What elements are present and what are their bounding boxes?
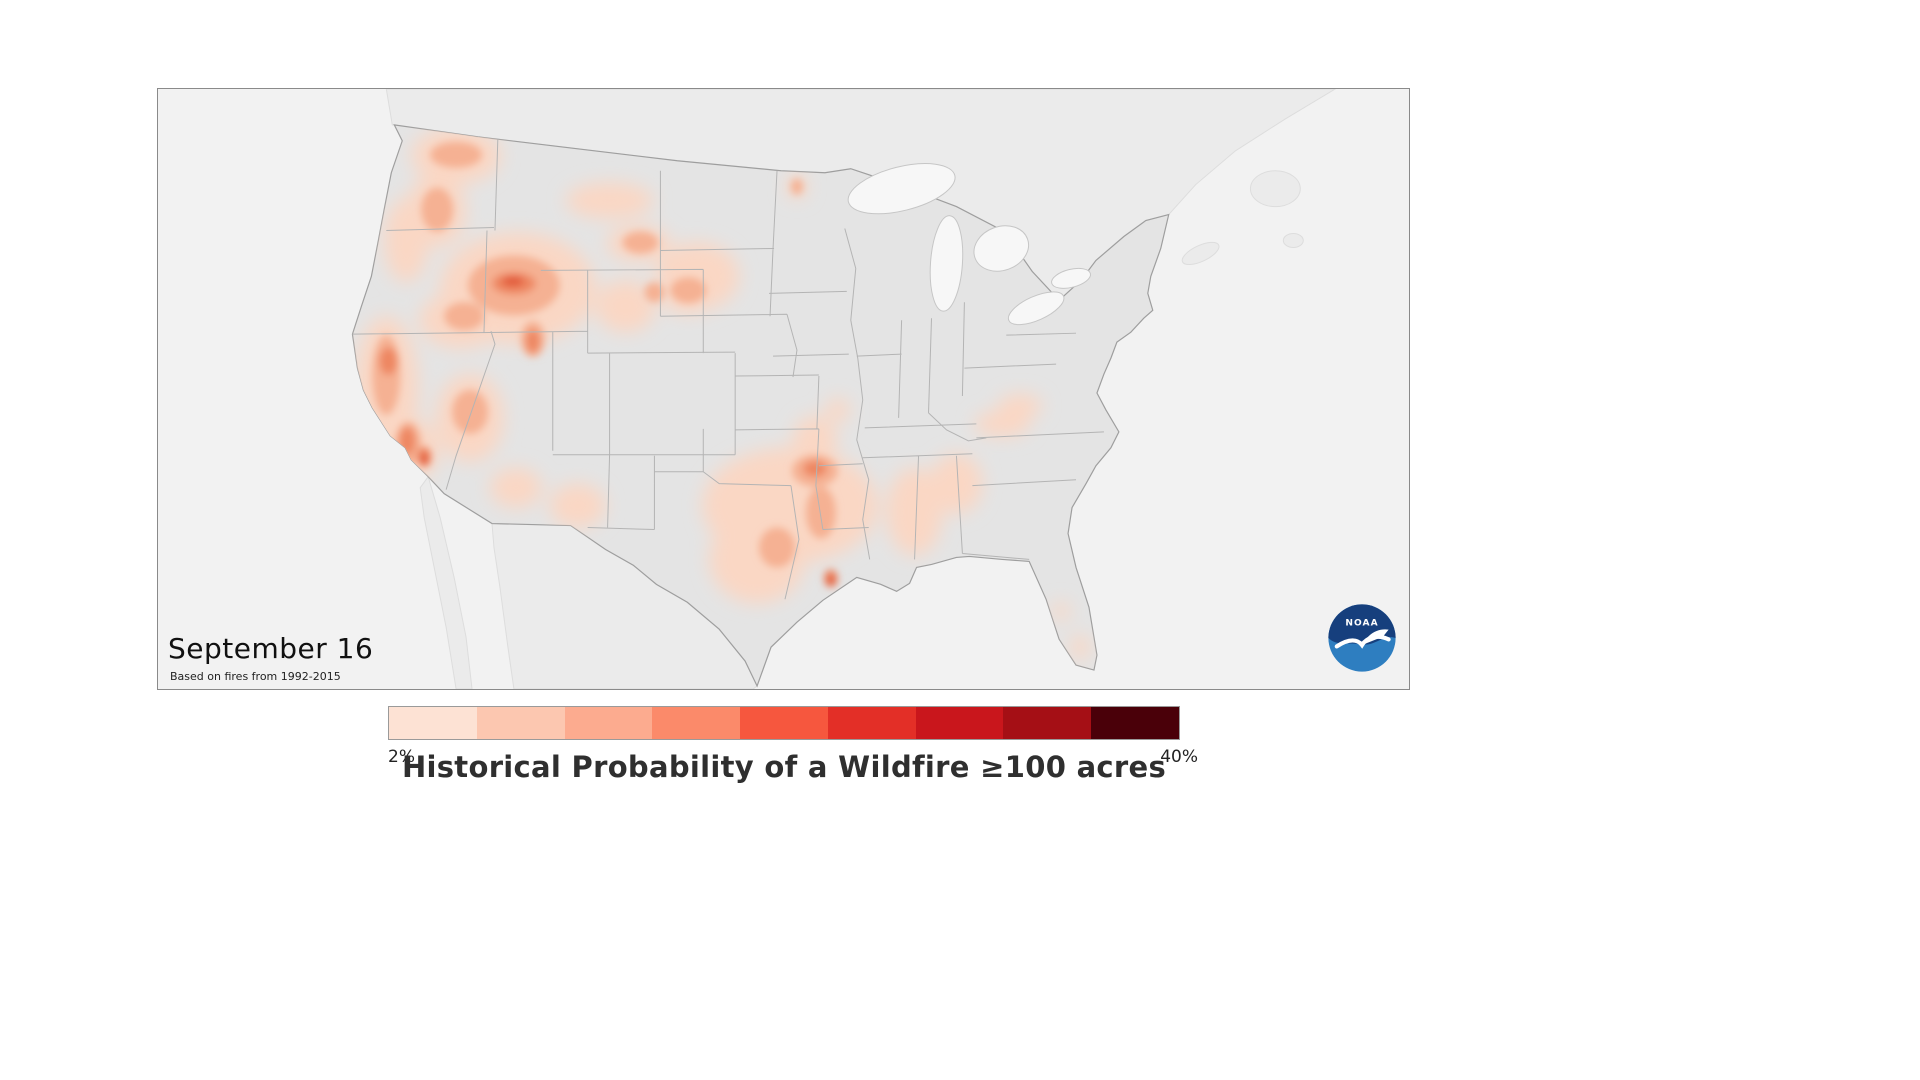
colorbar-segment [740,707,828,739]
colorbar-segment [652,707,741,739]
hotspot-blob [759,527,795,568]
hotspot-blob [930,453,983,514]
colorbar-segment [476,707,565,739]
colorbar-segment [1003,707,1092,739]
hotspot-blob [421,187,454,232]
hotspot-blob [372,335,401,415]
legend-min-label: 2% [388,747,415,767]
hotspot-blob [670,277,707,304]
hotspot-blob [886,467,943,556]
hotspot-blob [595,280,656,333]
great-lakes [847,163,1092,326]
hotspot-blob [802,460,827,477]
hotspot-blob [384,198,429,283]
legend-title: Historical Probability of a Wildfire ≥10… [401,750,1167,784]
colorbar-segment [827,707,916,739]
hotspot-blob [622,231,659,254]
gull-wing-icon [1362,629,1389,645]
hotspot-blob [430,141,483,168]
legend: 2% 40% Historical Probability of a Wildf… [388,706,1198,796]
hotspot-blob [998,393,1043,418]
colorbar-segment [1091,707,1180,739]
hotspot-blob [826,575,835,586]
hotspot-blob [565,182,654,219]
colorbar-segment [915,707,1004,739]
hotspot-blob [805,486,836,539]
mexico-shape [419,475,758,689]
hotspot-blob [420,452,429,465]
noaa-logo-text: NOAA [1345,618,1378,628]
hotspot-blob [444,302,484,331]
hotspot-blob [1071,634,1089,661]
hotspot-blob [825,397,850,422]
colorbar-segment [389,707,477,739]
hotspot-blob [489,467,542,508]
hotspot-blob [644,282,665,303]
hotspot-blob [525,329,540,354]
hotspot-blob [792,415,837,464]
hotspot-blob [501,276,524,287]
date-label: September 16 [168,632,374,665]
attribution-label: Based on fires from 1992-2015 [170,670,341,683]
hotspot-blob [452,389,488,434]
colorbar [388,706,1180,740]
hotspot-blob [790,178,803,195]
hotspot-blob [549,483,606,528]
hotspot-blob [399,426,416,455]
noaa-logo: NOAA [1328,604,1396,672]
hotspot-blob [1052,602,1071,621]
map-panel: September 16 Based on fires from 1992-20… [157,88,1410,690]
us-map-svg [351,89,1337,689]
hotspot-blob [379,347,398,376]
state-borders [352,134,1104,600]
colorbar-segment [564,707,653,739]
legend-max-label: 40% [1160,747,1198,767]
